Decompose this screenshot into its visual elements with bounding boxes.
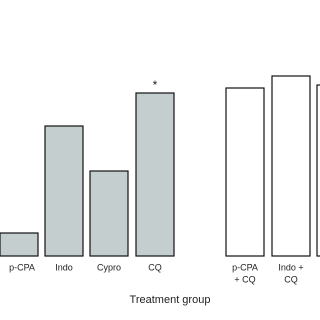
x-axis-label: Treatment group (130, 294, 211, 306)
bar (89, 170, 129, 257)
x-tick-label: Cypro (97, 262, 121, 272)
x-tick-label: CQ (284, 274, 298, 284)
bar (44, 125, 84, 257)
bar (135, 92, 175, 257)
x-tick-label: p-CPA (9, 262, 35, 272)
bar (225, 87, 265, 257)
bar (271, 75, 311, 257)
annotation: * (153, 78, 158, 92)
x-tick-label: + CQ (234, 274, 255, 284)
x-tick-label: Indo + (278, 262, 303, 272)
x-tick-label: CQ (148, 262, 162, 272)
x-tick-label: Indo (55, 262, 73, 272)
bar (316, 84, 320, 257)
bar (0, 232, 39, 257)
x-tick-label: p-CPA (232, 262, 258, 272)
